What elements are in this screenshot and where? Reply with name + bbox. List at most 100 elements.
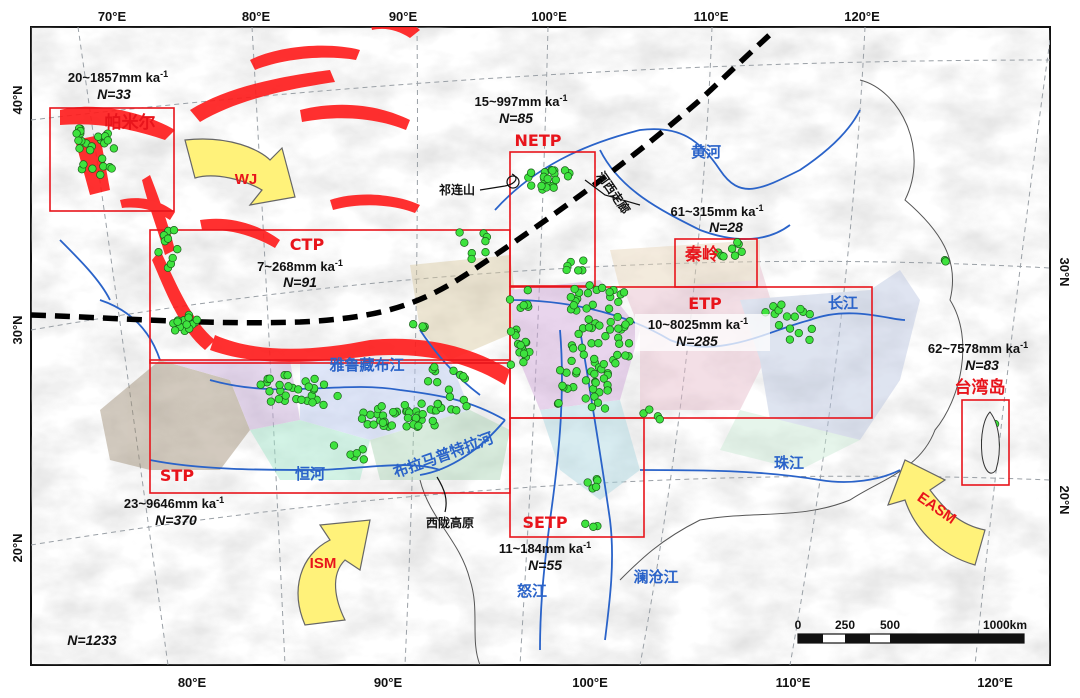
tick-top-110: 110°E (694, 9, 729, 24)
sample-point (794, 328, 803, 338)
sample-point (543, 174, 552, 183)
tick-bottom-120: 120°E (977, 675, 1013, 690)
sample-point (444, 385, 454, 394)
sample-point (79, 160, 88, 169)
sample-point (805, 335, 814, 345)
sample-point (310, 374, 319, 384)
sample-point (601, 332, 610, 341)
qilian-marker (506, 175, 520, 189)
sample-point (445, 392, 455, 401)
sample-point (107, 164, 116, 173)
sample-point (449, 366, 458, 375)
sample-point (88, 164, 97, 173)
sample-point (567, 356, 576, 366)
sample-point (519, 358, 528, 367)
label-wj: WJ (235, 171, 258, 188)
stat-range-etp: 10~8025mm ka-1 (648, 316, 748, 332)
sample-point (506, 327, 516, 336)
lat-ticks-left: 40°N 30°N 20°N (10, 85, 25, 562)
scale-label-250: 250 (835, 618, 855, 632)
sample-point (523, 286, 532, 295)
sample-point (103, 136, 112, 145)
sample-point (621, 351, 630, 360)
wj-arrow (184, 138, 296, 206)
label-lancang: 澜沧江 (633, 568, 678, 586)
sample-point (590, 354, 599, 364)
sample-point (452, 406, 461, 415)
sample-point (590, 369, 599, 379)
region-stats: 20~1857mm ka-1 N=33 15~997mm ka-1 N=85 7… (68, 69, 1028, 573)
sample-point (173, 317, 182, 326)
coastline (419, 79, 964, 665)
sample-point (581, 376, 591, 385)
sample-point (572, 367, 581, 376)
sample-point (98, 154, 107, 163)
stat-n-stp: N=370 (155, 512, 197, 528)
sample-point (584, 315, 593, 324)
sample-point (584, 323, 594, 332)
sample-point (574, 266, 583, 275)
sample-point (591, 482, 601, 492)
sample-point (519, 349, 529, 358)
label-zhujiang: 珠江 (774, 454, 804, 472)
sample-point (96, 170, 105, 179)
sample-point (566, 293, 575, 302)
sample-point (615, 339, 624, 348)
sample-point (527, 181, 536, 190)
sample-point (423, 377, 433, 386)
sample-point (582, 304, 591, 313)
sample-point (574, 329, 583, 339)
ism-arrow (297, 519, 371, 626)
taiwan-island (981, 411, 1000, 474)
sample-point (377, 402, 386, 411)
sample-point (184, 313, 193, 322)
tick-top-120: 120°E (844, 9, 880, 24)
sample-points (72, 124, 1000, 531)
sample-point (796, 304, 805, 314)
sample-point (378, 418, 388, 427)
sample-point (74, 136, 83, 145)
sample-point (605, 287, 614, 297)
tick-right-30: 30°N (1057, 257, 1072, 286)
sample-point (785, 324, 795, 333)
monsoon-arrows (184, 138, 986, 626)
sample-point (265, 374, 274, 383)
sample-point (719, 252, 728, 261)
sample-point (519, 301, 528, 310)
label-qilian: 祁连山 (439, 182, 475, 197)
sample-point (562, 265, 571, 275)
sample-point (266, 397, 276, 406)
sample-point (727, 244, 737, 253)
sample-point (265, 387, 274, 396)
lat-ticks-right: 30°N 20°N (1057, 257, 1072, 514)
sample-point (587, 402, 597, 412)
sample-point (614, 297, 623, 307)
sample-point (604, 304, 614, 313)
scale-bar: 0 250 500 1000km (795, 618, 1027, 644)
sample-point (594, 339, 603, 348)
sample-point (462, 402, 471, 411)
sample-point (570, 284, 579, 294)
tick-right-20: 20°N (1057, 485, 1072, 514)
sample-point (639, 409, 648, 418)
region-box-netp (509, 151, 596, 287)
sample-point (294, 385, 303, 394)
sample-point (428, 416, 437, 426)
stat-n-ctp: N=91 (283, 274, 317, 290)
sample-point (506, 360, 516, 369)
sample-point (614, 324, 623, 333)
sample-point (593, 398, 603, 407)
region-name-etp: ETP (688, 294, 722, 313)
sample-point (563, 172, 573, 181)
sample-point (505, 295, 515, 304)
stat-n-netp: N=85 (499, 110, 533, 126)
region-name-setp: SETP (522, 513, 567, 532)
sample-point (941, 257, 950, 266)
region-name-stp: STP (160, 466, 194, 485)
sample-point (774, 321, 784, 330)
label-xilong: 西陇高原 (426, 515, 474, 530)
qilian-pointer (479, 173, 517, 191)
sample-point (537, 181, 546, 191)
sample-point (163, 234, 173, 243)
